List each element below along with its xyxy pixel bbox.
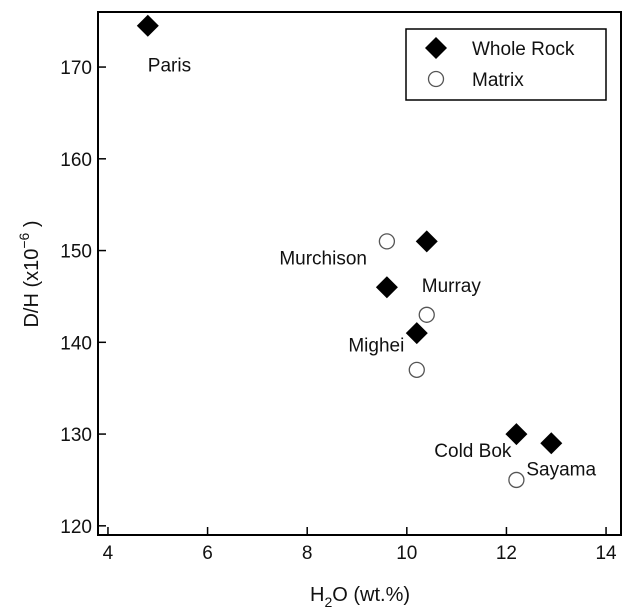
x-tick-label: 14 <box>595 543 617 564</box>
y-tick-label: 140 <box>60 333 92 354</box>
legend-box <box>405 28 607 101</box>
y-tick-label: 120 <box>60 517 92 538</box>
x-tick-label: 10 <box>396 543 417 564</box>
data-points <box>136 14 563 489</box>
point-label: Sayama <box>526 459 596 480</box>
data-point-matrix <box>408 361 425 378</box>
point-label: Mighei <box>348 335 404 356</box>
y-tick-label: 160 <box>60 150 92 171</box>
point-label: Cold Bok <box>434 441 512 462</box>
x-tick-label: 6 <box>202 543 213 564</box>
x-tick-label: 12 <box>496 543 517 564</box>
y-tick-label: 150 <box>60 242 92 263</box>
data-point-matrix <box>378 233 396 250</box>
plot-frame <box>97 11 622 536</box>
legend-marker-whole-rock <box>425 37 447 59</box>
data-point-matrix <box>418 306 435 323</box>
data-point-whole-rock <box>540 432 563 455</box>
legend-items: Whole Rock Matrix <box>425 37 575 91</box>
data-point-matrix <box>508 471 525 489</box>
legend-label: Matrix <box>472 70 524 91</box>
data-point-whole-rock <box>505 423 528 446</box>
x-axis-label: H2O (wt.%) <box>310 584 410 608</box>
data-point-whole-rock <box>405 322 428 345</box>
y-tick-label: 170 <box>60 58 92 79</box>
legend-label: Whole Rock <box>472 39 575 60</box>
point-label: Paris <box>148 56 191 77</box>
data-point-whole-rock <box>375 276 398 299</box>
x-tick-label: 4 <box>103 543 114 564</box>
axis-ticks: 4 6 8 10 12 14 120 130 140 150 160 170 <box>60 58 617 564</box>
point-label: Murray <box>422 276 482 297</box>
legend: Whole Rock Matrix <box>405 28 607 101</box>
data-point-whole-rock <box>136 14 159 37</box>
point-label: Murchison <box>279 248 367 269</box>
point-annotations: Paris Murchison Murray Mighei Cold Bok Sayama <box>148 56 597 481</box>
data-point-whole-rock <box>415 230 438 253</box>
y-axis-label: D/H (x10−6 ) <box>16 220 43 327</box>
x-tick-label: 8 <box>302 543 313 564</box>
legend-marker-matrix <box>427 70 445 88</box>
y-tick-label: 130 <box>60 425 92 446</box>
